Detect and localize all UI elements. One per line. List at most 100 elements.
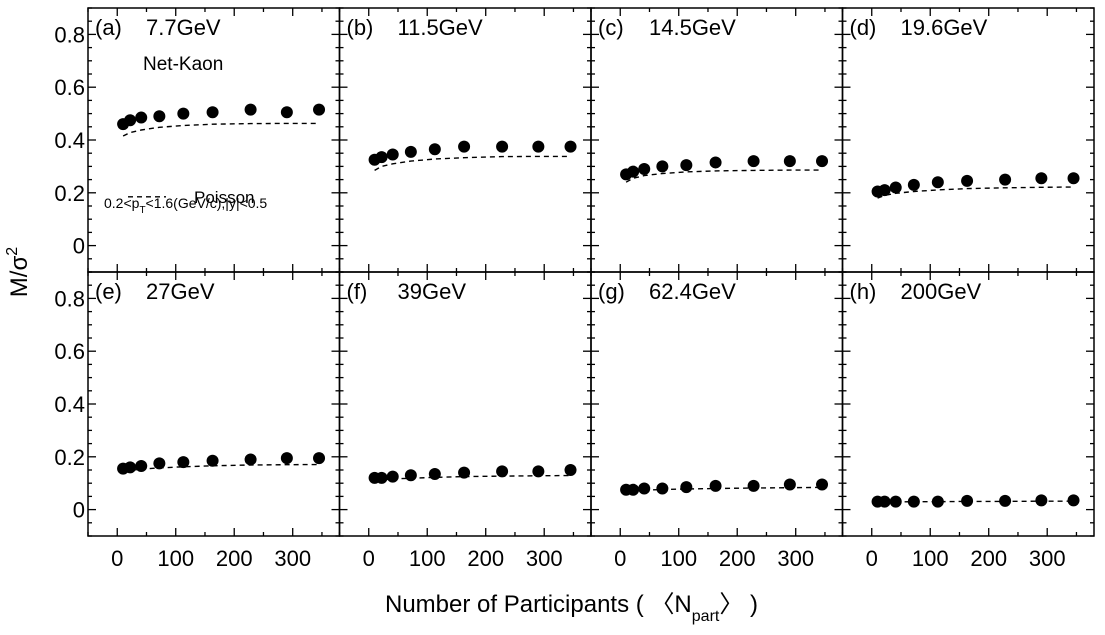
- data-point: [783, 155, 796, 168]
- x-axis-label: Number of Participants ( 〈Npart〉 ): [385, 591, 758, 625]
- data-point: [627, 483, 640, 496]
- y-tick-label: 0.8: [54, 286, 85, 311]
- panel-energy: 27GeV: [146, 279, 215, 304]
- panel-label: (d): [850, 15, 877, 40]
- data-point: [907, 495, 920, 508]
- x-tick-label: 0: [363, 546, 375, 571]
- x-axis-label-open: 〈N: [650, 591, 691, 618]
- panel-label: (f): [347, 279, 368, 304]
- panel-frame: [590, 7, 844, 273]
- data-point: [496, 140, 509, 153]
- data-point: [280, 106, 293, 119]
- y-tick-label: 0: [73, 234, 85, 259]
- data-point: [404, 469, 417, 482]
- data-point: [680, 159, 693, 172]
- x-tick-label: 0: [614, 546, 626, 571]
- panel-frame: [87, 7, 341, 273]
- x-axis-label-sub: part: [692, 608, 720, 625]
- data-point: [656, 160, 669, 173]
- x-axis-label-close: 〉 ): [719, 591, 758, 618]
- data-point: [1035, 494, 1048, 507]
- x-axis-label-main: Number of Participants (: [385, 591, 650, 618]
- panel-energy: 11.5GeV: [398, 15, 484, 40]
- data-point: [747, 155, 760, 168]
- data-point: [313, 103, 326, 116]
- y-axis-label-sup: 2: [4, 247, 21, 256]
- data-point: [177, 107, 190, 120]
- data-point: [206, 454, 219, 467]
- x-tick-label: 100: [660, 546, 697, 571]
- data-point: [428, 467, 441, 480]
- data-point: [709, 156, 722, 169]
- cut-sub: T: [139, 205, 145, 216]
- panel-label: (g): [598, 279, 625, 304]
- x-tick-label: 0: [866, 546, 878, 571]
- data-point: [386, 148, 399, 161]
- data-point: [375, 151, 388, 164]
- data-point: [999, 173, 1012, 186]
- panel-frame: [590, 271, 844, 537]
- data-point: [680, 481, 693, 494]
- x-tick-label: 200: [719, 546, 756, 571]
- data-point: [206, 106, 219, 119]
- data-point: [177, 456, 190, 469]
- panel-g: (g) 62.4GeV 0 100 200 300: [590, 271, 844, 571]
- data-point: [375, 471, 388, 484]
- panel-a: (a) 7.7GeV00.20.40.60.8Net-KaonPoisson0.2…: [54, 7, 341, 273]
- panel-label: (e): [95, 279, 122, 304]
- y-tick-label: 0.4: [54, 128, 85, 153]
- data-point: [564, 140, 577, 153]
- panel-frame: [841, 7, 1095, 273]
- panel-energy: 39GeV: [398, 279, 467, 304]
- data-point: [999, 494, 1012, 507]
- data-point: [961, 494, 974, 507]
- data-point: [280, 452, 293, 465]
- x-tick-label: 300: [1029, 546, 1066, 571]
- x-tick-label: 300: [526, 546, 563, 571]
- data-point: [878, 495, 891, 508]
- data-point: [458, 140, 471, 153]
- y-tick-label: 0.2: [54, 445, 85, 470]
- y-axis-label: M/σ2: [4, 247, 33, 297]
- panel-h: (h) 200GeV 0 100 200 300: [841, 271, 1095, 571]
- data-point: [313, 452, 326, 465]
- data-point: [458, 466, 471, 479]
- cut-post: <1.6(GeV/c),|y|<0.5: [146, 195, 268, 211]
- x-tick-label: 100: [157, 546, 194, 571]
- y-tick-label: 0.2: [54, 181, 85, 206]
- x-tick-label: 200: [216, 546, 253, 571]
- y-tick-label: 0.4: [54, 392, 85, 417]
- panel-energy: 14.5GeV: [649, 15, 736, 40]
- data-point: [153, 110, 166, 123]
- y-axis-label-main: M/σ: [6, 256, 33, 298]
- kinematic-cut: 0.2<pT<1.6(GeV/c),|y|<0.5: [104, 195, 267, 216]
- particle-label: Net-Kaon: [143, 54, 223, 75]
- panel-c: (c) 14.5GeV: [590, 7, 844, 273]
- data-point: [931, 495, 944, 508]
- panel-frame: [338, 271, 592, 537]
- x-tick-label: 300: [274, 546, 311, 571]
- data-point: [889, 495, 902, 508]
- data-point: [1035, 172, 1048, 185]
- data-point: [907, 178, 920, 191]
- panel-e: (e) 27GeV 0 100 200 300 0 0.2 0.4 0.6 0.8: [54, 271, 341, 571]
- data-point: [931, 176, 944, 189]
- data-point: [627, 165, 640, 178]
- panel-frame: [87, 271, 341, 537]
- data-point: [386, 470, 399, 483]
- y-tick-label: 0.8: [54, 22, 85, 47]
- data-point: [816, 155, 829, 168]
- x-tick-label: 0: [111, 546, 123, 571]
- y-tick-label: 0.6: [54, 339, 85, 364]
- panel-f: (f) 39GeV 0 100 200 300: [338, 271, 592, 571]
- data-point: [244, 453, 257, 466]
- cut-pre: 0.2<p: [104, 195, 140, 211]
- data-point: [709, 479, 722, 492]
- panel-label: (c): [598, 15, 624, 40]
- panel-label: (a): [95, 15, 122, 40]
- y-tick-label: 0: [73, 498, 85, 523]
- data-point: [638, 482, 651, 495]
- poisson-line: [877, 186, 1074, 199]
- data-point: [532, 140, 545, 153]
